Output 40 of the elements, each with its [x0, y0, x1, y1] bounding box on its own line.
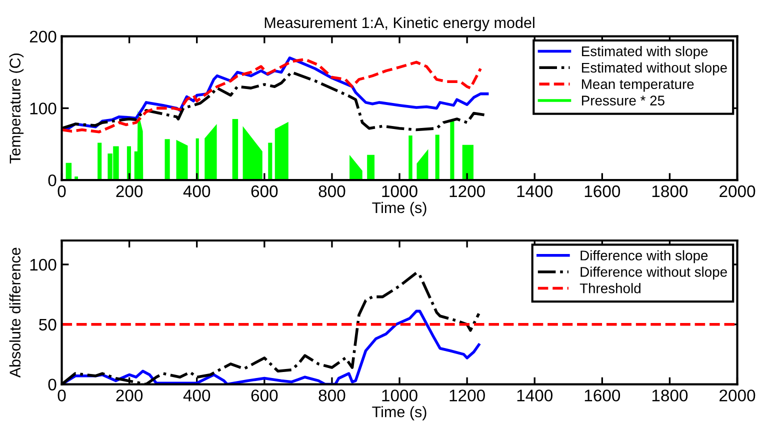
y-axis-title: Absolute difference — [9, 248, 21, 378]
x-tick-label: 1400 — [517, 185, 552, 198]
x-tick-label: 1000 — [382, 390, 418, 402]
chart-title: Measurement 1:A, Kinetic energy model — [264, 16, 534, 32]
x-tick-label: 1800 — [652, 185, 688, 198]
x-tick-label: 800 — [318, 185, 346, 198]
x-tick-label: 600 — [251, 185, 278, 198]
x-tick-label: 600 — [251, 390, 278, 402]
y-tick-label: 200 — [30, 30, 56, 42]
legend-label: Pressure * 25 — [582, 96, 664, 106]
x-tick-label: 2000 — [720, 390, 756, 402]
y-tick-label: 100 — [30, 258, 56, 271]
y-tick-label: 50 — [39, 318, 56, 331]
x-tick-label: 800 — [318, 390, 346, 402]
legend-label: Threshold — [580, 283, 640, 294]
x-tick-label: 2000 — [720, 185, 756, 198]
x-axis-title: Time (s) — [372, 202, 426, 216]
y-tick-label: 100 — [30, 102, 56, 114]
x-tick-label: 200 — [116, 390, 143, 402]
x-tick-label: 0 — [58, 390, 66, 402]
legend-label: Estimated without slope — [582, 62, 727, 76]
x-tick-label: 1200 — [450, 185, 485, 198]
x-tick-label: 1600 — [584, 390, 620, 402]
x-tick-label: 0 — [58, 185, 66, 198]
x-tick-label: 400 — [183, 390, 210, 402]
x-tick-label: 1200 — [450, 390, 485, 402]
x-tick-label: 1600 — [584, 185, 620, 198]
legend-label: Mean temperature — [582, 79, 694, 92]
x-tick-label: 1000 — [382, 185, 418, 198]
x-tick-label: 200 — [116, 185, 143, 198]
x-axis-title: Time (s) — [372, 406, 426, 420]
x-tick-label: 1400 — [517, 390, 552, 402]
y-axis-title: Temperature (C) — [9, 54, 24, 164]
legend-label: Estimated with slope — [582, 46, 708, 59]
x-tick-label: 400 — [183, 185, 210, 198]
legend-label: Difference with slope — [580, 250, 708, 264]
x-tick-label: 1800 — [652, 390, 688, 402]
legend-label: Difference without slope — [580, 266, 727, 280]
y-tick-label: 0 — [48, 378, 56, 391]
y-tick-label: 0 — [48, 174, 56, 186]
